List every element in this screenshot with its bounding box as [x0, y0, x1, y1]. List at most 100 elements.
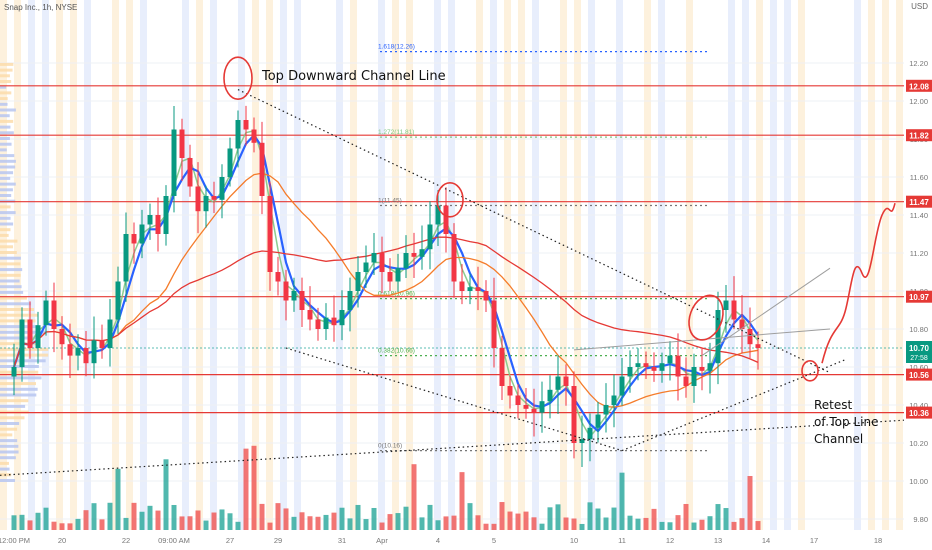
horizontal-levels: [0, 85, 904, 414]
volume-bar: [171, 504, 177, 530]
profile-bar: [0, 444, 19, 448]
profile-bar: [0, 382, 37, 386]
symbol-line: Snap Inc., 1h, NYSE: [4, 3, 78, 12]
profile-bar: [0, 239, 18, 243]
level-badge: [906, 290, 932, 303]
candle-body: [187, 158, 193, 187]
volume-bar: [155, 510, 161, 530]
candle-body: [91, 340, 97, 364]
candle-body: [723, 300, 729, 310]
volume-bar: [523, 511, 529, 530]
volume-bar: [507, 511, 513, 530]
profile-bar: [0, 439, 18, 443]
candle-body: [483, 291, 489, 301]
profile-bar: [0, 97, 8, 101]
candle-body: [123, 234, 129, 282]
volume-bar: [563, 517, 569, 530]
profile-bar: [0, 245, 14, 249]
volume-bar: [363, 519, 369, 530]
volume-bar: [483, 523, 489, 530]
session-band: [686, 0, 693, 530]
volume-bar: [59, 523, 65, 530]
profile-bar: [0, 273, 21, 277]
profile-bar: [0, 211, 16, 215]
candle-body: [339, 310, 345, 326]
volume-bar: [195, 510, 201, 530]
y-tick-label: 9.80: [913, 515, 928, 524]
y-tick-label: 10.80: [909, 325, 928, 334]
session-band: [882, 0, 889, 530]
fib-label: 0(10.16): [378, 443, 402, 450]
volume-bar: [675, 515, 681, 530]
volume-bar: [187, 516, 193, 530]
volume-bar: [323, 514, 329, 530]
profile-bar: [0, 279, 20, 283]
profile-bar: [0, 125, 11, 129]
profile-bar: [0, 171, 14, 175]
volume-bar: [619, 472, 625, 530]
x-tick-label: 22: [122, 536, 130, 545]
top-circle: [223, 56, 253, 100]
profile-bar: [0, 387, 38, 391]
candle-body: [611, 395, 617, 405]
volume-bar: [411, 464, 417, 530]
level-badge-label: 11.82: [909, 132, 929, 141]
top-channel-line: [237, 89, 831, 374]
candle-body: [19, 319, 25, 367]
y-tick-label: 10.40: [909, 401, 928, 410]
candle-body: [283, 281, 289, 301]
profile-bar: [0, 433, 13, 437]
volume-bar: [243, 448, 249, 530]
candle-body: [275, 272, 281, 282]
session-band: [280, 0, 287, 530]
candle-body: [419, 249, 425, 257]
volume-bar: [395, 513, 401, 530]
x-tick-label: 09:00 AM: [158, 536, 190, 545]
candle-body: [291, 291, 297, 301]
volume-bar: [635, 518, 641, 530]
profile-bar: [0, 194, 12, 197]
candle-body: [27, 319, 33, 348]
candle-body: [59, 329, 65, 345]
volume-bar: [307, 516, 313, 530]
session-band: [42, 0, 49, 530]
symbol-header: Snap Inc., 1h, NYSE: [4, 3, 77, 12]
volume-bar: [123, 517, 129, 530]
volume-bar: [347, 518, 353, 530]
candle-body: [83, 348, 89, 364]
session-band: [490, 0, 497, 530]
volume-bar: [99, 519, 105, 530]
volume-bar: [131, 502, 137, 530]
candle-body: [147, 215, 153, 225]
level-badge-label: 12.08: [909, 82, 930, 91]
x-tick-label: 13: [714, 536, 722, 545]
candle-body: [675, 355, 681, 377]
candle-body: [387, 272, 393, 282]
ma-red: [13, 236, 759, 368]
volume-bar: [211, 512, 217, 530]
profile-bar: [0, 91, 12, 95]
candle-body: [107, 319, 113, 348]
profile-bar: [0, 479, 16, 482]
x-tick-label: 31: [338, 536, 346, 545]
x-tick-label: 27: [226, 536, 234, 545]
profile-bar: [0, 308, 35, 311]
volume-bar: [203, 520, 209, 530]
candle-body: [579, 439, 585, 443]
profile-bar: [0, 85, 7, 89]
candle-body: [699, 367, 705, 371]
profile-bar: [0, 114, 10, 118]
candle-body: [467, 287, 473, 291]
level-badge-label: 10.56: [909, 371, 930, 380]
profile-bar: [0, 165, 16, 169]
candles: [11, 105, 761, 467]
volume-bar: [51, 521, 57, 530]
volume-bar: [331, 512, 337, 530]
profile-bar: [0, 313, 38, 317]
volume-bar: [419, 517, 425, 530]
x-tick-label: 20: [58, 536, 66, 545]
session-band: [434, 0, 441, 530]
y-tick-label: 11.40: [910, 211, 928, 220]
candle-body: [219, 177, 225, 200]
